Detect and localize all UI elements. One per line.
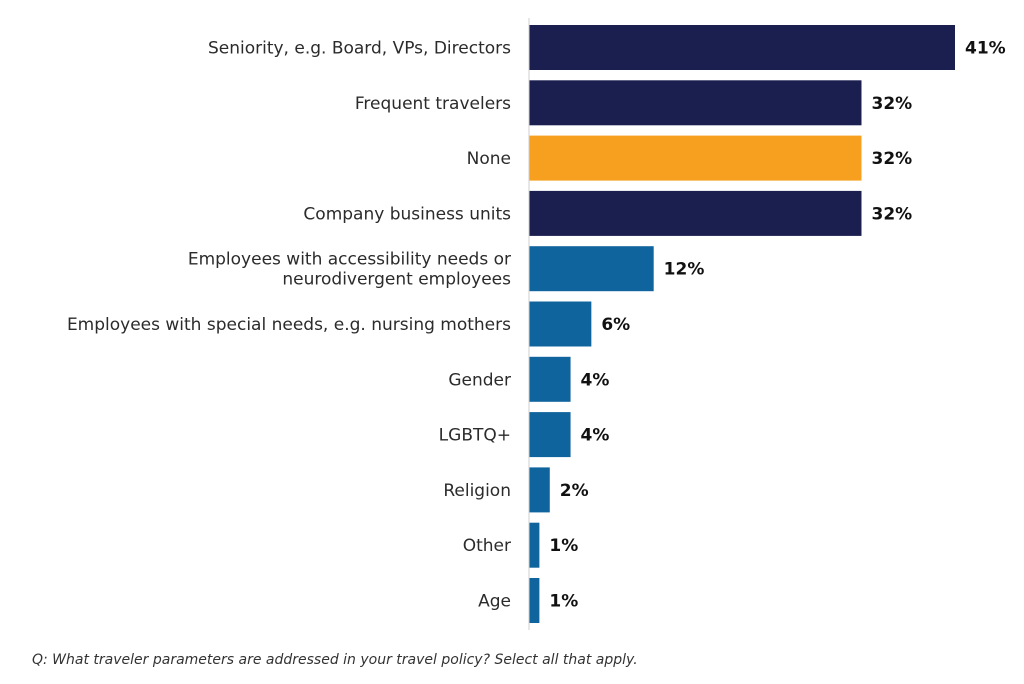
value-label-1: 32% — [871, 94, 912, 114]
value-label-8: 2% — [560, 481, 589, 501]
category-label-3: Company business units — [303, 204, 511, 224]
bar-5 — [529, 301, 592, 347]
category-label-6: Gender — [448, 370, 511, 390]
bar-9 — [529, 522, 540, 568]
bar-1 — [529, 80, 862, 126]
value-label-10: 1% — [549, 592, 578, 612]
category-label-1: Frequent travelers — [355, 94, 511, 114]
bar-2 — [529, 135, 862, 181]
value-label-4: 12% — [664, 260, 705, 280]
value-label-3: 32% — [871, 204, 912, 224]
bar-0 — [529, 25, 955, 70]
category-label-2: None — [467, 149, 511, 169]
value-label-2: 32% — [871, 149, 912, 169]
category-label-10: Age — [478, 592, 511, 612]
bar-7 — [529, 412, 571, 458]
category-label-4-line-0: Employees with accessibility needs or — [188, 250, 511, 270]
category-label-5: Employees with special needs, e.g. nursi… — [67, 315, 511, 335]
value-label-0: 41% — [965, 39, 1006, 59]
survey-question-footnote: Q: What traveler parameters are addresse… — [32, 652, 638, 668]
bar-3 — [529, 190, 862, 236]
value-label-7: 4% — [581, 426, 610, 446]
category-label-7: LGBTQ+ — [439, 426, 511, 446]
value-label-6: 4% — [581, 370, 610, 390]
category-label-9: Other — [463, 536, 511, 556]
bar-chart: 41% Seniority, e.g. Board, VPs, Directors… — [67, 18, 1006, 630]
bar-10 — [529, 578, 540, 623]
value-label-5: 6% — [601, 315, 630, 335]
bar-6 — [529, 356, 571, 402]
bar-4 — [529, 246, 654, 292]
category-label-4-line-1: neurodivergent employees — [282, 270, 511, 290]
value-label-9: 1% — [549, 536, 578, 556]
bars-layer: 41% Seniority, e.g. Board, VPs, Directors… — [67, 25, 1006, 623]
bar-8 — [529, 467, 550, 513]
category-label-0: Seniority, e.g. Board, VPs, Directors — [208, 39, 511, 59]
category-label-8: Religion — [443, 481, 511, 501]
